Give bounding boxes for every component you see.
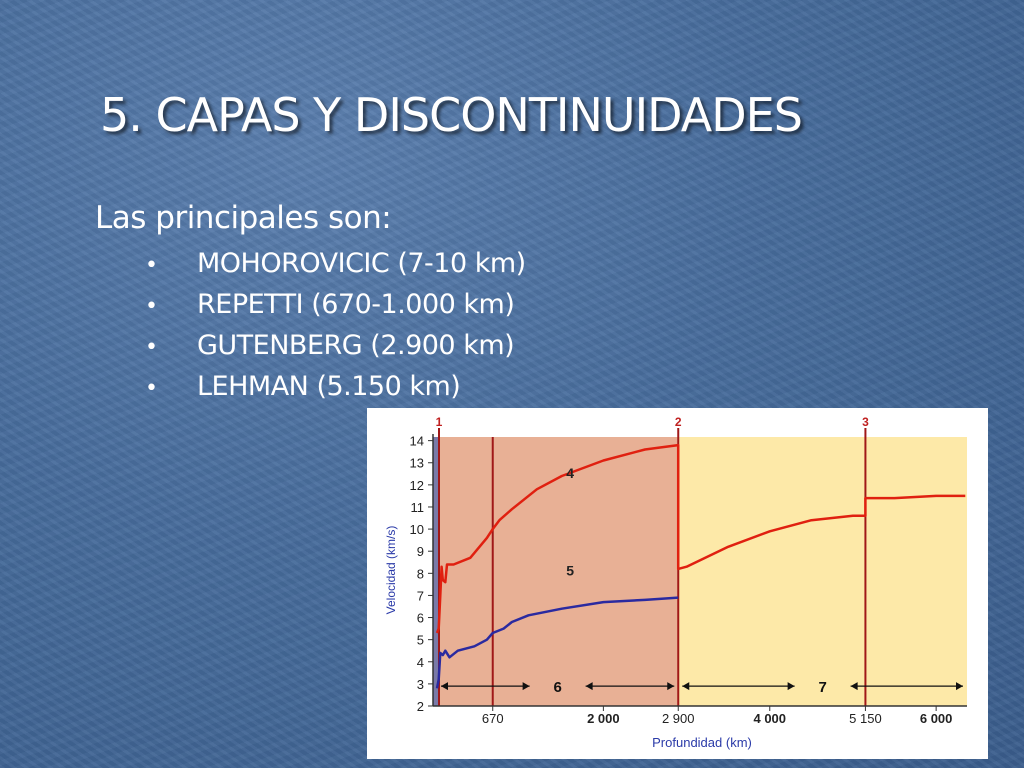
y-tick-label: 12 [410, 478, 424, 493]
region-band [678, 437, 967, 706]
y-tick-label: 7 [417, 588, 424, 603]
series-line-4 [435, 443, 966, 634]
x-axis-label: Profundidad (km) [652, 735, 752, 750]
region-arrow-right-head [850, 682, 858, 691]
list-item: • LEHMAN (5.150 km) [145, 371, 526, 412]
y-tick-label: 8 [417, 566, 424, 581]
bullet-icon: • [145, 335, 158, 360]
intro-text: Las principales son: [95, 200, 392, 236]
list-item-text: LEHMAN (5.150 km) [197, 371, 461, 402]
series-label: 5 [566, 563, 574, 579]
y-tick-label: 14 [410, 434, 424, 449]
y-axis-label: Velocidad (km/s) [384, 526, 398, 615]
list-item: • GUTENBERG (2.900 km) [145, 330, 526, 371]
bullet-icon: • [145, 253, 158, 278]
y-tick-label: 5 [417, 633, 424, 648]
list-item-text: GUTENBERG (2.900 km) [197, 330, 515, 361]
list-item-text: REPETTI (670-1.000 km) [197, 289, 515, 320]
x-tick-label: 4 000 [753, 711, 786, 726]
x-tick-label: 5 150 [849, 711, 882, 726]
y-tick-label: 11 [411, 500, 425, 515]
y-tick-label: 4 [417, 655, 424, 670]
discontinuity-label: 2 [675, 415, 682, 429]
crust-band [433, 437, 438, 706]
slide-title: 5. CAPAS Y DISCONTINUIDADES [100, 88, 803, 142]
list-item-text: MOHOROVICIC (7-10 km) [197, 248, 526, 279]
region-arrow-right-head [667, 682, 675, 691]
bullet-icon: • [145, 376, 158, 401]
y-tick-label: 10 [410, 522, 424, 537]
region-arrow-right-head [956, 682, 963, 691]
discontinuity-list: • MOHOROVICIC (7-10 km) • REPETTI (670-1.0… [145, 248, 526, 412]
bullet-icon: • [145, 294, 158, 319]
x-tick-label: 670 [482, 711, 504, 726]
list-item: • MOHOROVICIC (7-10 km) [145, 248, 526, 289]
region-band [437, 437, 679, 706]
region-label: 6 [553, 679, 561, 696]
y-tick-label: 2 [417, 699, 424, 714]
x-tick-label: 2 900 [662, 711, 695, 726]
y-tick-label: 9 [417, 544, 424, 559]
discontinuity-label: 1 [436, 415, 443, 429]
region-arrow-left-head [682, 682, 690, 691]
discontinuity-label: 3 [862, 415, 869, 429]
region-arrow-left-head [522, 682, 530, 691]
series-line-5 [435, 596, 679, 689]
list-item: • REPETTI (670-1.000 km) [145, 289, 526, 330]
x-tick-label: 2 000 [587, 711, 620, 726]
y-tick-label: 6 [417, 611, 424, 626]
y-tick-label: 13 [410, 456, 424, 471]
y-tick-label: 3 [417, 677, 424, 692]
x-tick-label: 6 000 [920, 711, 953, 726]
region-label: 7 [818, 679, 826, 696]
series-label: 4 [566, 465, 574, 481]
region-arrow-left-head [441, 682, 448, 691]
region-arrow-left-head [787, 682, 795, 691]
region-arrow-right-head [585, 682, 593, 691]
